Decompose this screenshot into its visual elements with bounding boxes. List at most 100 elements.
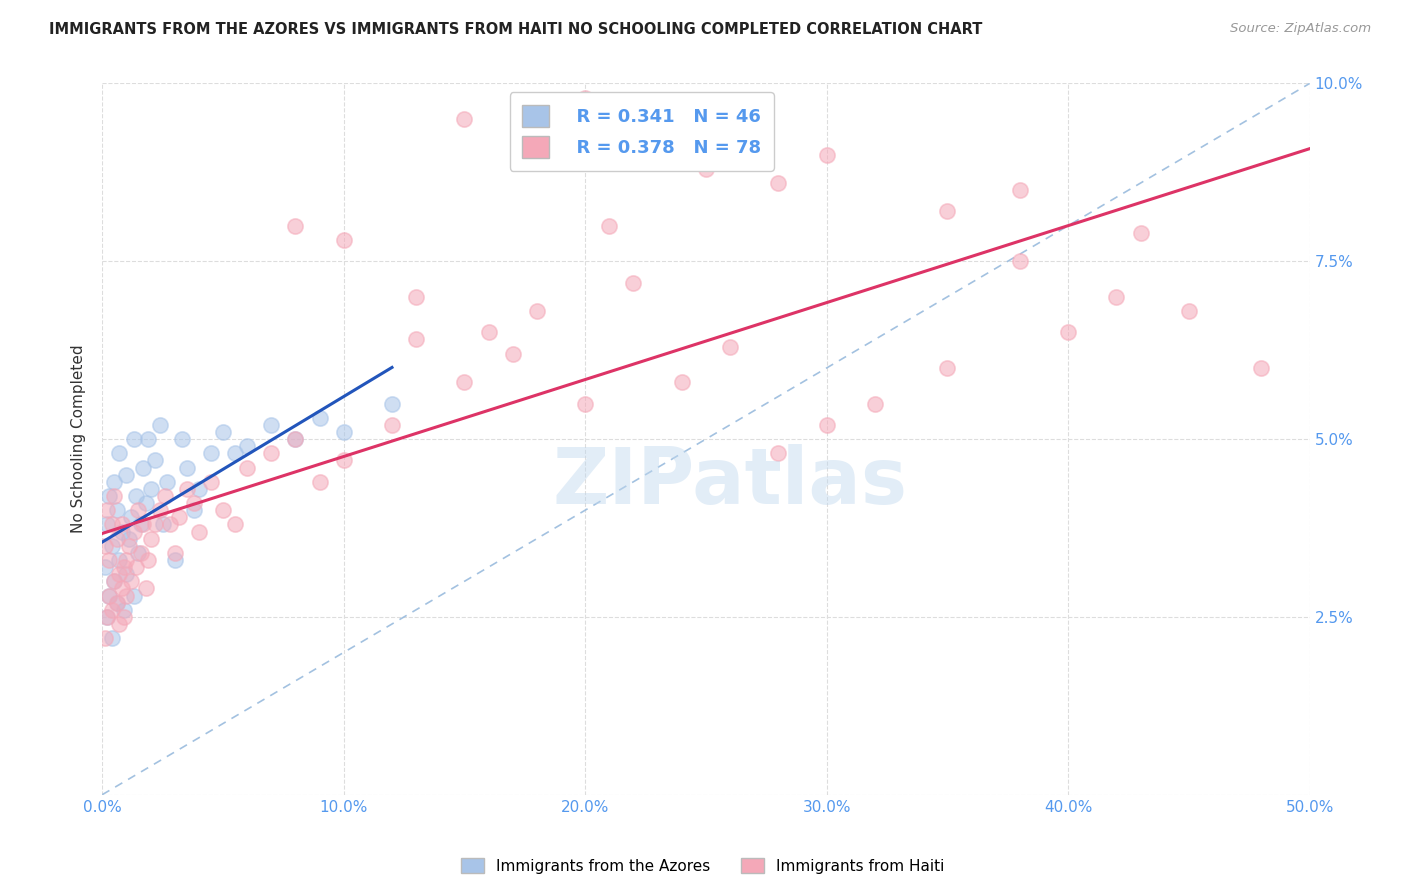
Point (136, 553, 159, 567)
Point (93, 560, 115, 574)
Point (135, 582, 157, 596)
Point (153, 489, 176, 503)
Point (405, 333, 427, 347)
Point (815, 417, 838, 432)
Point (108, 553, 131, 567)
Point (143, 453, 166, 467)
Point (127, 503, 149, 517)
Legend: Immigrants from the Azores, Immigrants from Haiti: Immigrants from the Azores, Immigrants f… (456, 852, 950, 880)
Point (224, 517, 246, 532)
Point (236, 439, 259, 453)
Point (478, 326, 501, 340)
Point (405, 290, 427, 304)
Text: Source: ZipAtlas.com: Source: ZipAtlas.com (1230, 22, 1371, 36)
Point (108, 567, 131, 582)
Point (260, 417, 283, 432)
Point (101, 539, 124, 553)
Point (936, 360, 959, 375)
Point (132, 517, 155, 532)
Point (103, 574, 125, 589)
Point (526, 304, 548, 318)
Legend:   R = 0.341   N = 46,   R = 0.378   N = 78: R = 0.341 N = 46, R = 0.378 N = 78 (510, 93, 773, 171)
Point (183, 496, 205, 510)
Point (284, 432, 307, 446)
Point (143, 517, 166, 532)
Point (159, 517, 181, 532)
Point (695, 161, 717, 176)
Point (284, 432, 307, 446)
Point (381, 417, 404, 432)
Point (187, 524, 209, 539)
Point (110, 582, 132, 596)
Point (112, 610, 135, 624)
Point (200, 475, 222, 489)
Point (105, 596, 128, 610)
Point (136, 432, 159, 446)
Point (863, 396, 886, 410)
Point (98, 589, 121, 603)
Point (1057, 326, 1080, 340)
Point (115, 589, 138, 603)
Point (1008, 254, 1031, 268)
Point (152, 517, 174, 532)
Point (96, 503, 118, 517)
Text: IMMIGRANTS FROM THE AZORES VS IMMIGRANTS FROM HAITI NO SCHOOLING COMPLETED CORRE: IMMIGRANTS FROM THE AZORES VS IMMIGRANTS… (49, 22, 983, 37)
Point (118, 532, 141, 546)
Point (129, 546, 152, 560)
Point (125, 560, 148, 574)
Point (115, 553, 138, 567)
Point (101, 631, 124, 645)
Point (381, 396, 404, 410)
Point (212, 425, 235, 439)
Point (93, 631, 115, 645)
Point (212, 503, 235, 517)
Point (815, 147, 838, 161)
Point (1250, 360, 1272, 375)
Point (176, 482, 198, 496)
Point (101, 603, 124, 617)
Point (574, 396, 596, 410)
Point (1105, 290, 1128, 304)
Point (149, 417, 172, 432)
Point (308, 410, 330, 425)
Point (96, 610, 118, 624)
Point (623, 276, 645, 290)
Point (120, 510, 142, 524)
Point (308, 475, 330, 489)
Point (1129, 226, 1152, 240)
Point (110, 524, 132, 539)
Point (224, 446, 246, 460)
Point (1008, 183, 1031, 197)
Point (768, 176, 790, 190)
Point (332, 425, 354, 439)
Point (149, 503, 172, 517)
Point (108, 446, 131, 460)
Point (110, 517, 132, 532)
Point (718, 340, 741, 354)
Point (139, 482, 162, 496)
Point (112, 603, 135, 617)
Point (105, 532, 128, 546)
Point (260, 446, 283, 460)
Point (115, 467, 138, 482)
Point (98, 553, 121, 567)
Point (768, 446, 790, 460)
Point (103, 489, 125, 503)
Point (118, 539, 141, 553)
Point (122, 524, 145, 539)
Point (125, 489, 148, 503)
Point (332, 453, 354, 467)
Point (453, 375, 475, 389)
Point (671, 375, 693, 389)
Point (115, 567, 138, 582)
Point (93, 539, 115, 553)
Point (163, 546, 186, 560)
Point (170, 432, 193, 446)
Text: ZIPatlas: ZIPatlas (553, 443, 908, 520)
Point (936, 204, 959, 219)
Point (122, 589, 145, 603)
Point (163, 553, 186, 567)
Point (122, 432, 145, 446)
Point (98, 589, 121, 603)
Point (105, 503, 128, 517)
